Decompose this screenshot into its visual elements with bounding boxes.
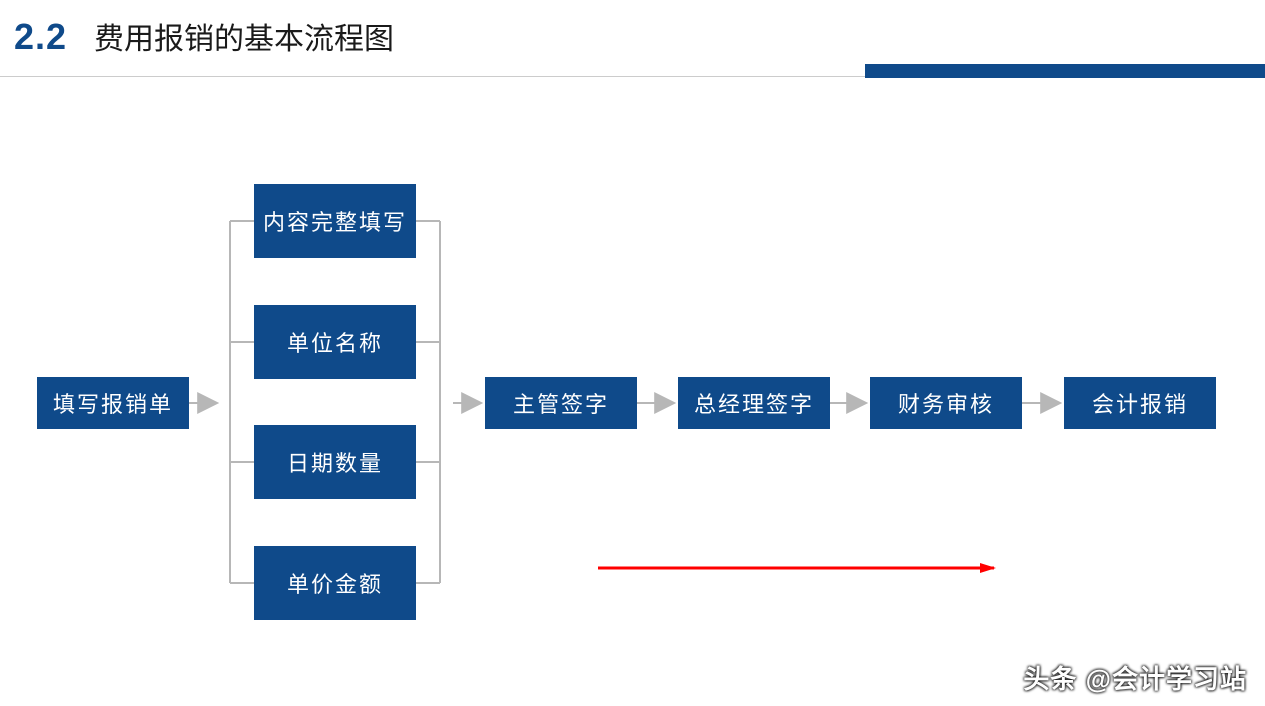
flowchart-connectors: [0, 0, 1265, 706]
flow-subnode-s1: 内容完整填写: [254, 184, 416, 258]
flowchart-canvas: 填写报销单 主管签字总经理签字财务审核会计报销 内容完整填写单位名称日期数量单价金额: [0, 0, 1265, 706]
flow-node-n6: 会计报销: [1064, 377, 1216, 429]
watermark-text: 头条 @会计学习站: [1023, 659, 1247, 696]
flow-node-n4: 总经理签字: [678, 377, 830, 429]
flow-node-n3: 主管签字: [485, 377, 637, 429]
flow-node-n5: 财务审核: [870, 377, 1022, 429]
flow-node-n1: 填写报销单: [37, 377, 189, 429]
flow-subnode-s4: 单价金额: [254, 546, 416, 620]
flow-subnode-s2: 单位名称: [254, 305, 416, 379]
flow-subnode-s3: 日期数量: [254, 425, 416, 499]
